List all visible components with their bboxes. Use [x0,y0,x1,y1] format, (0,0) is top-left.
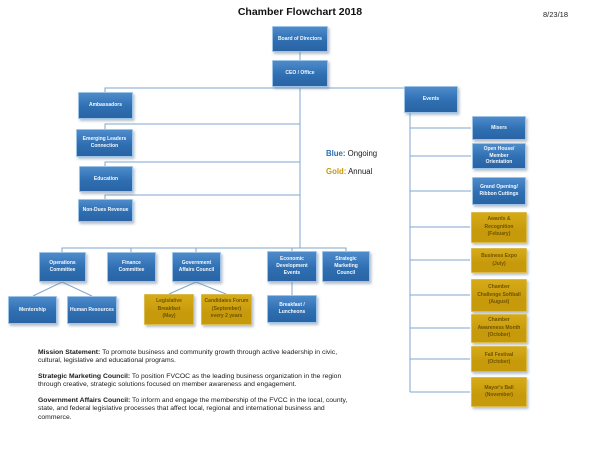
node-chamber-challenge-softball: Chamber Challenge Softball (August) [471,279,527,312]
page-title: Chamber Flowchart 2018 [237,6,363,18]
strategic-marketing-body: To position FVCOC as the leading busines… [38,372,342,389]
node-grand-opening-ribbon-cuttings: Grand Opening/ Ribbon Cuttings [472,177,526,205]
node-economic-development-events: Economic Development Events [267,251,317,282]
node-strategic-marketing-council: Strategic Marketing Council [322,251,370,282]
government-affairs-paragraph: Government Affairs Council: To inform an… [38,397,360,422]
node-mayors-ball: Mayor's Ball (November) [471,377,527,407]
mission-statement-body: To promote business and community growth… [38,349,338,365]
government-affairs-lead: Government Affairs Council: [38,396,131,404]
node-open-house-member-orientation: Open House/ Member Orientation [472,143,526,169]
node-non-dues-revenue: Non-Dues Revenue [78,199,133,222]
node-breakfast-luncheons: Breakfast / Luncheons [267,295,317,323]
legend-blue-value: Ongoing [345,149,378,158]
strategic-marketing-paragraph: Strategic Marketing Council: To position… [38,373,360,390]
node-candidates-forum: Candidates Forum (September) every 2 yea… [201,294,252,325]
node-business-expo: Business Expo (July) [471,248,527,273]
date-label: 8/23/18 [543,10,569,19]
footer-paragraphs: Mission Statement: To promote business a… [38,349,360,429]
node-board-of-directors: Board of Directors [272,26,328,52]
node-emerging-leaders-connection: Emerging Leaders Connection [76,129,133,157]
node-ceo-office: CEO / Office [272,60,328,87]
node-awards-recognition: Awards & Recognition (Febuary) [471,212,527,243]
node-human-resources: Human Resources [67,296,117,324]
legend: Blue: Ongoing Gold: Annual [326,149,377,185]
node-fall-festival: Fall Festival (October) [471,346,527,372]
node-legislative-breakfast: Legislative Breakfast (May) [144,294,194,325]
legend-gold-key: Gold: [326,167,347,176]
mission-statement-lead: Mission Statement: [38,349,101,356]
node-chamber-awareness-month: Chamber Awareness Month (October) [471,314,527,343]
node-government-affairs-council: Government Affairs Council [172,252,221,282]
node-ambassadors: Ambassadors [78,92,133,119]
legend-blue-key: Blue: [326,149,346,158]
strategic-marketing-lead: Strategic Marketing Council: [38,372,131,380]
node-education: Education [79,166,133,192]
node-operations-committee: Operations Committee [39,252,86,282]
node-mentorship: Mentorship [8,296,57,324]
mission-statement: Mission Statement: To promote business a… [38,349,360,366]
node-mixers: Mixers [472,116,526,140]
legend-blue-row: Blue: Ongoing [326,149,377,158]
legend-gold-value: Annual [346,167,373,176]
government-affairs-body: To inform and engage the membership of t… [38,396,348,421]
legend-gold-row: Gold: Annual [326,167,377,176]
node-finance-committee: Finance Committee [107,252,156,282]
node-events: Events [404,86,458,113]
